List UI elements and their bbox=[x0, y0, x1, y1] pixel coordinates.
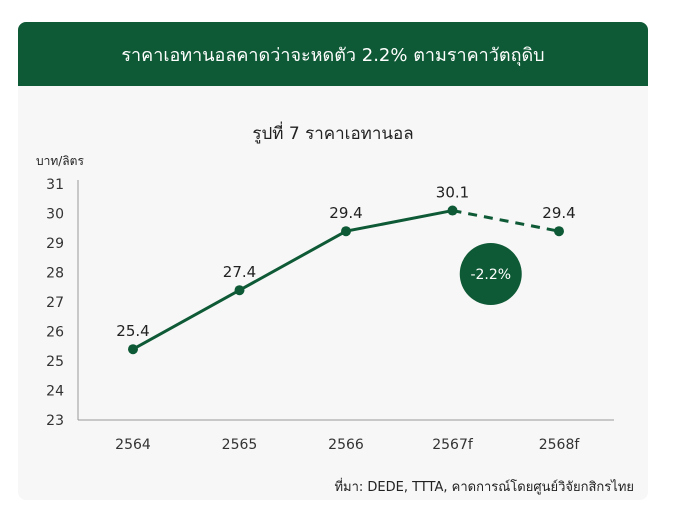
x-tick-label: 2568f bbox=[539, 437, 581, 453]
data-label: 29.4 bbox=[542, 204, 575, 222]
series-line-actual bbox=[131, 209, 454, 351]
y-axis-ticks: 23 24 25 26 27 28 29 30 31 bbox=[46, 177, 64, 429]
data-point bbox=[341, 226, 351, 237]
y-tick-label: 31 bbox=[46, 177, 64, 193]
header-title: ราคาเอทานอลคาดว่าจะหดตัว 2.2% ตามราคาวัต… bbox=[121, 44, 545, 66]
series-line-forecast bbox=[452, 209, 560, 233]
data-point bbox=[447, 205, 458, 216]
data-label: 30.1 bbox=[436, 184, 469, 202]
y-tick-label: 24 bbox=[46, 384, 64, 400]
y-axis-unit-label: บาท/ลิตร bbox=[36, 154, 84, 168]
data-label: 29.4 bbox=[329, 204, 362, 222]
data-label: 27.4 bbox=[223, 263, 256, 281]
data-label: 25.4 bbox=[116, 322, 149, 340]
chart-title: รูปที่ 7 ราคาเอทานอล bbox=[252, 124, 414, 144]
y-tick-label: 30 bbox=[46, 207, 64, 223]
chart-card: ราคาเอทานอลคาดว่าจะหดตัว 2.2% ตามราคาวัต… bbox=[18, 22, 648, 500]
change-badge-text: -2.2% bbox=[470, 267, 511, 283]
data-point bbox=[234, 285, 245, 296]
y-tick-label: 25 bbox=[46, 354, 64, 370]
x-tick-label: 2565 bbox=[222, 437, 258, 453]
data-point bbox=[128, 344, 138, 355]
x-tick-label: 2567f bbox=[432, 437, 474, 453]
data-point bbox=[554, 226, 564, 237]
y-tick-label: 23 bbox=[46, 413, 64, 429]
x-axis-ticks: 2564 2565 2566 2567f 2568f bbox=[115, 437, 580, 453]
change-badge: -2.2% bbox=[459, 243, 522, 305]
x-tick-label: 2564 bbox=[115, 437, 151, 453]
x-tick-label: 2566 bbox=[328, 437, 364, 453]
y-tick-label: 27 bbox=[46, 295, 64, 311]
y-tick-label: 26 bbox=[46, 325, 64, 341]
y-tick-label: 28 bbox=[46, 266, 64, 282]
data-labels: 25.4 27.4 29.4 30.1 29.4 bbox=[116, 184, 575, 341]
header-banner: ราคาเอทานอลคาดว่าจะหดตัว 2.2% ตามราคาวัต… bbox=[18, 22, 648, 86]
source-note: ที่มา: DEDE, TTTA, คาดการณ์โดยศูนย์วิจัย… bbox=[334, 480, 634, 495]
change-badge-circle bbox=[459, 243, 522, 305]
y-tick-label: 29 bbox=[46, 236, 64, 252]
line-chart: 23 24 25 26 27 28 29 30 31 2564 2565 2566 2567f 2568… bbox=[46, 177, 614, 453]
data-points bbox=[128, 205, 564, 355]
